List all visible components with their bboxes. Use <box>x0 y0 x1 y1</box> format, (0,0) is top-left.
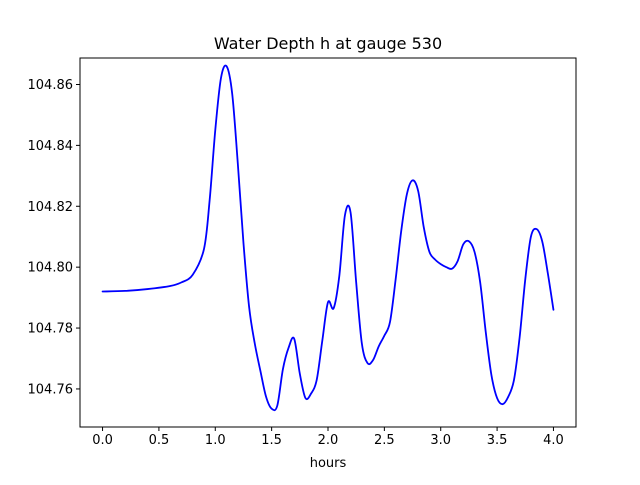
y-tick-label: 104.84 <box>28 139 74 154</box>
x-axis: 0.0 0.5 1.0 1.5 2.0 2.5 3.0 3.5 4.0 <box>92 427 564 448</box>
y-tick-label: 104.80 <box>28 261 74 276</box>
y-axis: 104.76 104.78 104.80 104.82 104.84 104.86 <box>28 78 80 397</box>
y-tick-label: 104.82 <box>28 200 74 215</box>
x-tick-label: 4.0 <box>543 433 564 448</box>
x-tick-label: 3.0 <box>430 433 451 448</box>
x-tick-label: 2.5 <box>374 433 395 448</box>
x-tick-label: 0.0 <box>92 433 113 448</box>
plot-area <box>101 64 555 412</box>
series-line <box>101 64 555 412</box>
x-tick-label: 1.5 <box>261 433 282 448</box>
x-tick-label: 1.0 <box>205 433 226 448</box>
y-tick-label: 104.76 <box>28 382 74 397</box>
x-tick-label: 2.0 <box>318 433 339 448</box>
y-tick-label: 104.78 <box>28 322 74 337</box>
y-tick-label: 104.86 <box>28 78 74 93</box>
x-tick-label: 0.5 <box>149 433 170 448</box>
chart-title: Water Depth h at gauge 530 <box>214 34 442 53</box>
x-axis-label: hours <box>310 456 347 471</box>
x-tick-label: 3.5 <box>487 433 508 448</box>
